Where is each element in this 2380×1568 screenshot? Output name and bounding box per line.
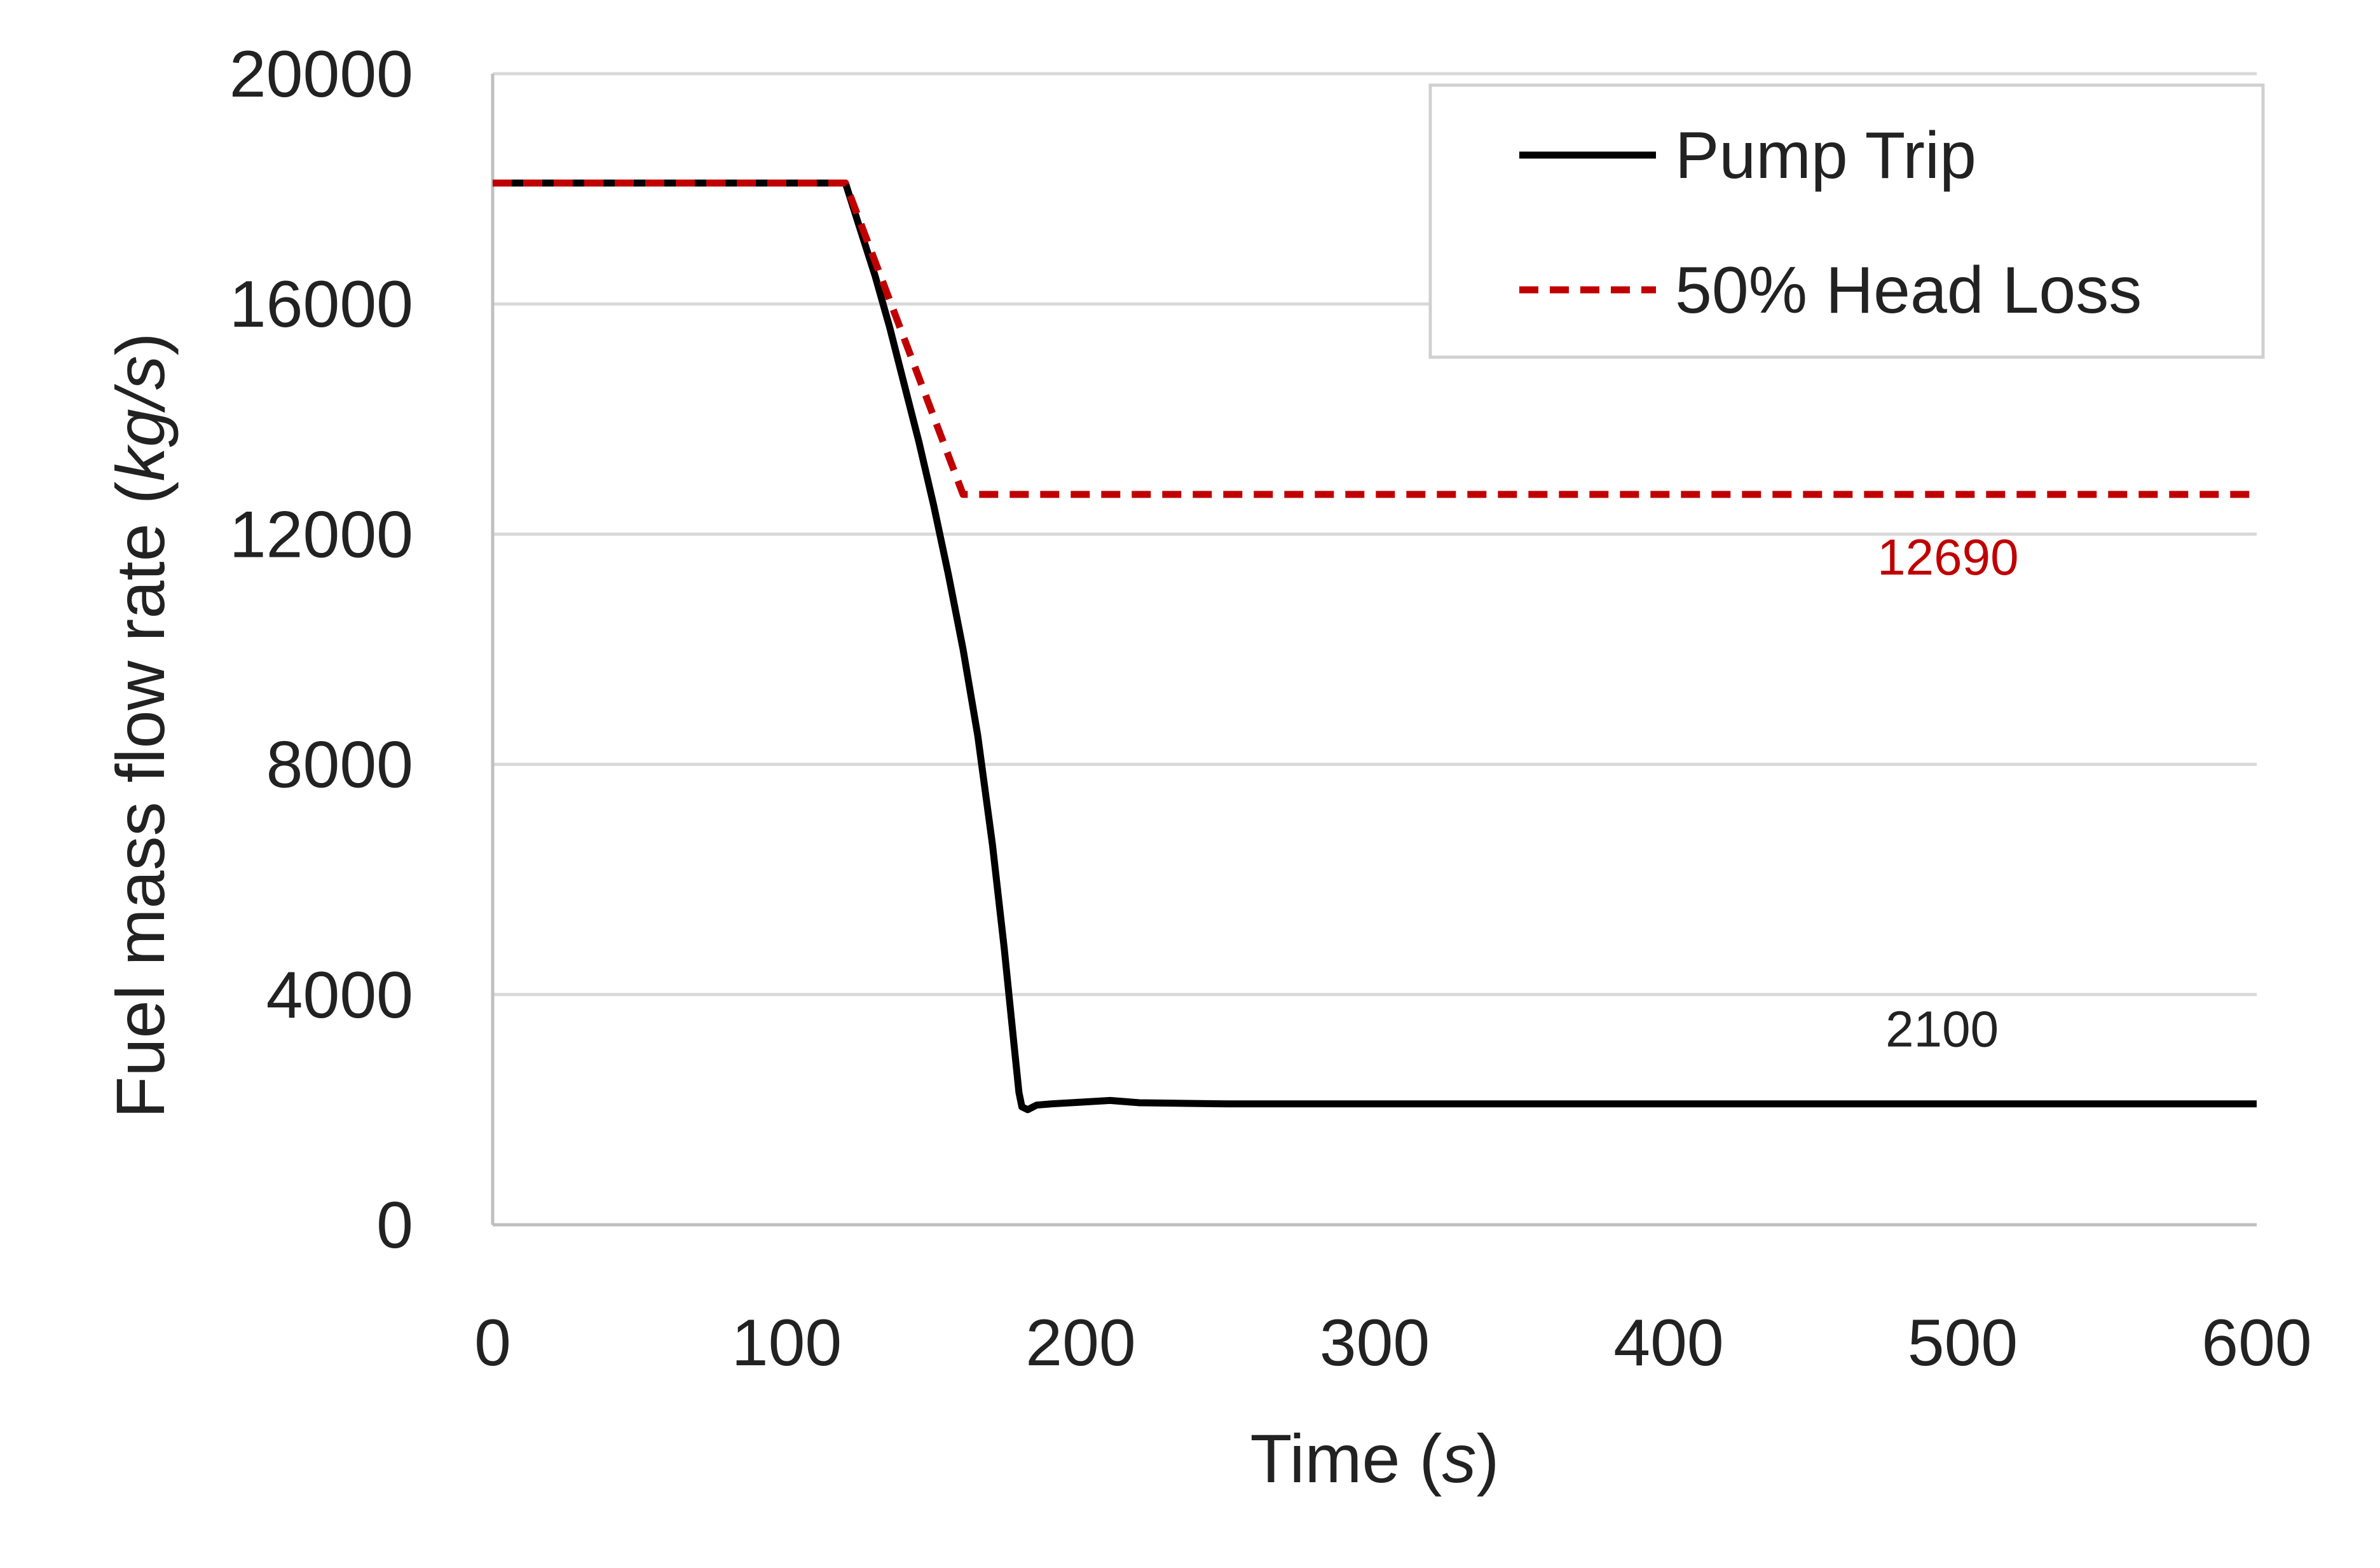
y-tick-label: 8000 xyxy=(266,728,413,802)
y-tick-label: 0 xyxy=(376,1189,413,1262)
axes xyxy=(491,74,2257,1227)
x-tick-label: 500 xyxy=(1908,1306,2018,1380)
data-label: 12690 xyxy=(1877,529,2018,585)
y-tick-label: 16000 xyxy=(229,268,413,341)
x-tick-label: 400 xyxy=(1613,1306,1724,1380)
y-tick-label: 4000 xyxy=(266,958,413,1032)
y-axis-label: Fuel mass flow rate (kg/s) xyxy=(102,332,179,1118)
x-axis-label: Time (s) xyxy=(1250,1420,1500,1497)
data-label: 2100 xyxy=(1885,1000,1999,1057)
legend: Pump Trip 50% Head Loss xyxy=(1428,83,2265,359)
y-tick-label: 20000 xyxy=(229,37,413,111)
series-line-1 xyxy=(493,179,2257,498)
annotations: 12690 2100 xyxy=(1877,529,2018,1058)
legend-label-head-loss: 50% Head Loss xyxy=(1675,254,2142,327)
x-tick-label: 600 xyxy=(2201,1306,2312,1380)
series-line-0 xyxy=(493,179,2257,1114)
x-tick-labels: 0 100 200 300 400 500 600 xyxy=(474,1306,2312,1380)
x-tick-label: 100 xyxy=(732,1306,842,1380)
series-lines xyxy=(493,179,2257,1114)
x-tick-label: 0 xyxy=(474,1306,511,1380)
x-tick-label: 300 xyxy=(1320,1306,1430,1380)
x-tick-label: 200 xyxy=(1025,1306,1136,1380)
legend-label-pump-trip: Pump Trip xyxy=(1675,119,1976,193)
y-tick-labels: 0 4000 8000 12000 16000 20000 xyxy=(229,37,413,1262)
legend-box xyxy=(1428,83,2265,359)
y-tick-label: 12000 xyxy=(229,498,413,571)
